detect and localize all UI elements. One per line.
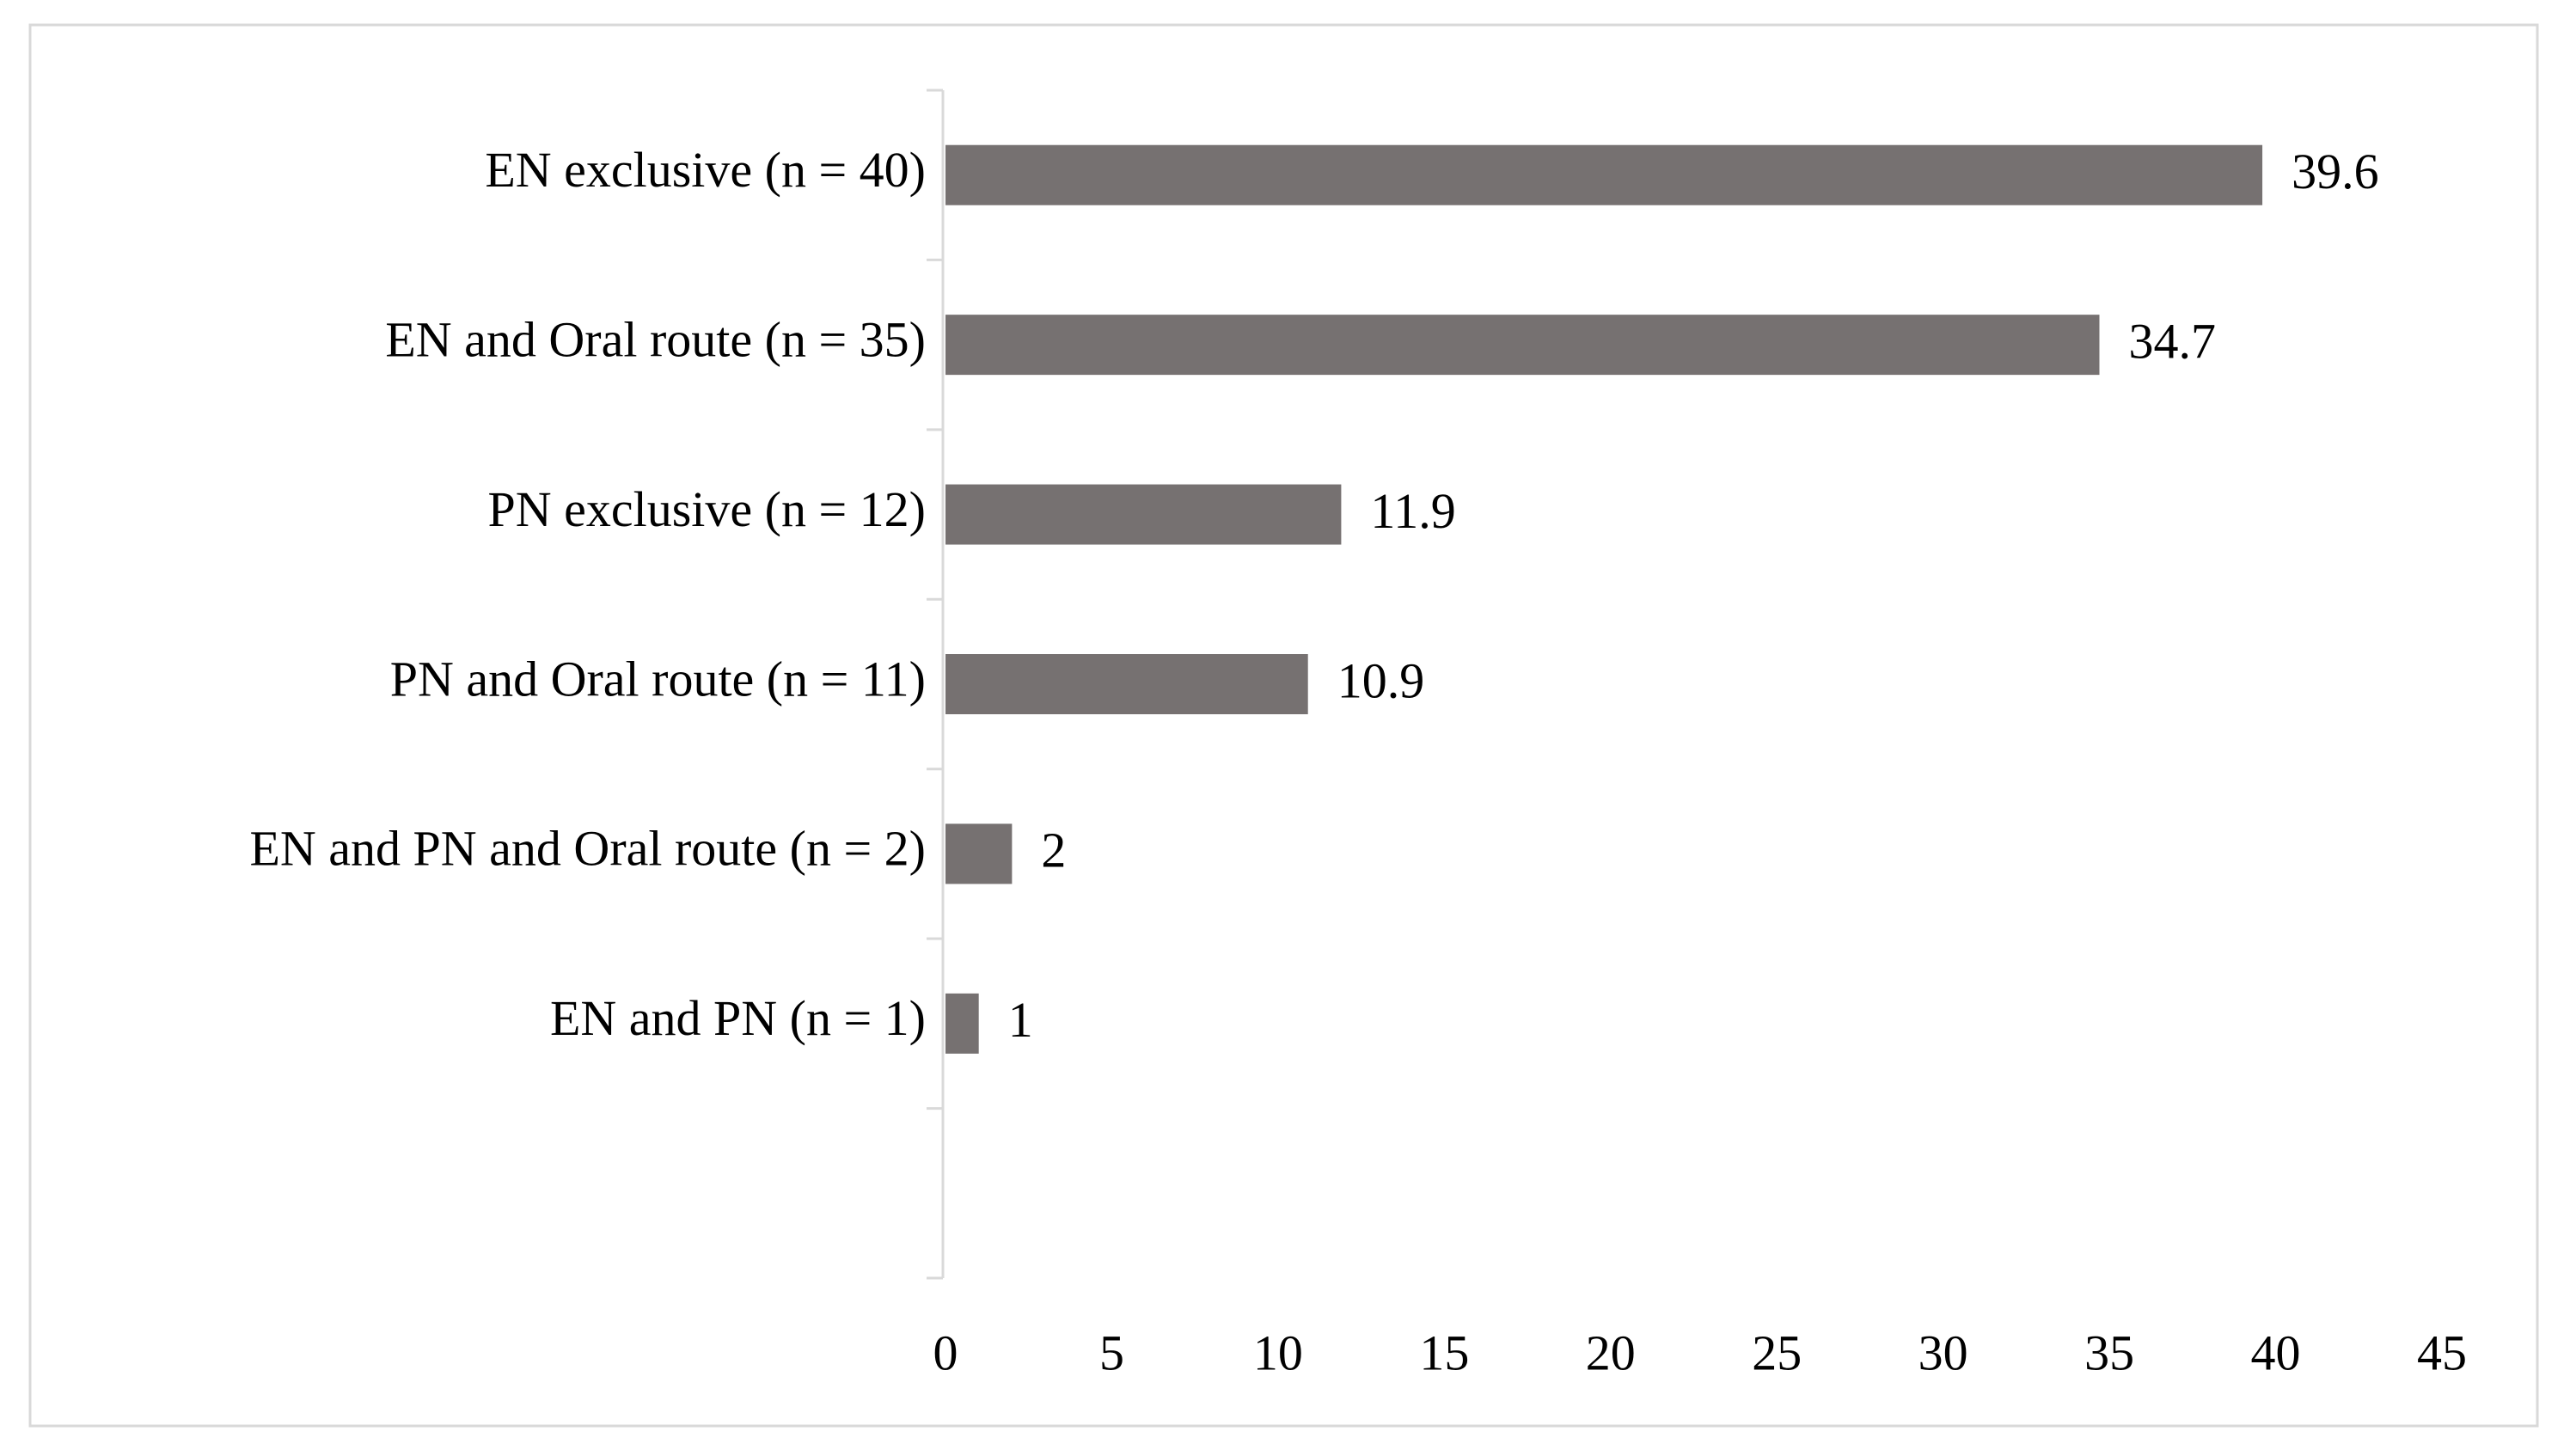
- chart-border: [28, 23, 2539, 1428]
- y-tick-label: PN and Oral route (n = 11): [390, 651, 926, 707]
- x-tick-label: 20: [1586, 1324, 1636, 1380]
- bar: [945, 484, 1342, 545]
- bar: [945, 823, 1013, 884]
- bar: [945, 315, 2100, 376]
- x-tick-label: 0: [933, 1324, 958, 1380]
- x-tick-label: 40: [2251, 1324, 2301, 1380]
- x-tick-label: 25: [1752, 1324, 1802, 1380]
- value-label: 10.9: [1337, 652, 1425, 708]
- bar: [945, 654, 1308, 714]
- value-label: 11.9: [1370, 483, 1455, 539]
- value-label: 2: [1041, 823, 1066, 878]
- bar: [945, 144, 2263, 205]
- y-tick-label: PN exclusive (n = 12): [487, 481, 926, 537]
- y-tick-label: EN and PN (n = 1): [550, 990, 926, 1046]
- x-tick-label: 5: [1099, 1324, 1124, 1380]
- value-label: 1: [1008, 992, 1033, 1048]
- value-label: 39.6: [2292, 144, 2379, 199]
- x-tick-label: 10: [1253, 1324, 1303, 1380]
- x-tick-label: 30: [1918, 1324, 1968, 1380]
- y-tick-label: EN exclusive (n = 40): [485, 142, 926, 198]
- y-tick-label: EN and Oral route (n = 35): [385, 311, 926, 367]
- y-tick-label: EN and PN and Oral route (n = 2): [249, 821, 926, 877]
- bar: [945, 993, 979, 1054]
- x-tick-label: 45: [2417, 1324, 2467, 1380]
- x-tick-label: 15: [1419, 1324, 1469, 1380]
- value-label: 34.7: [2129, 313, 2217, 369]
- x-tick-label: 35: [2084, 1324, 2134, 1380]
